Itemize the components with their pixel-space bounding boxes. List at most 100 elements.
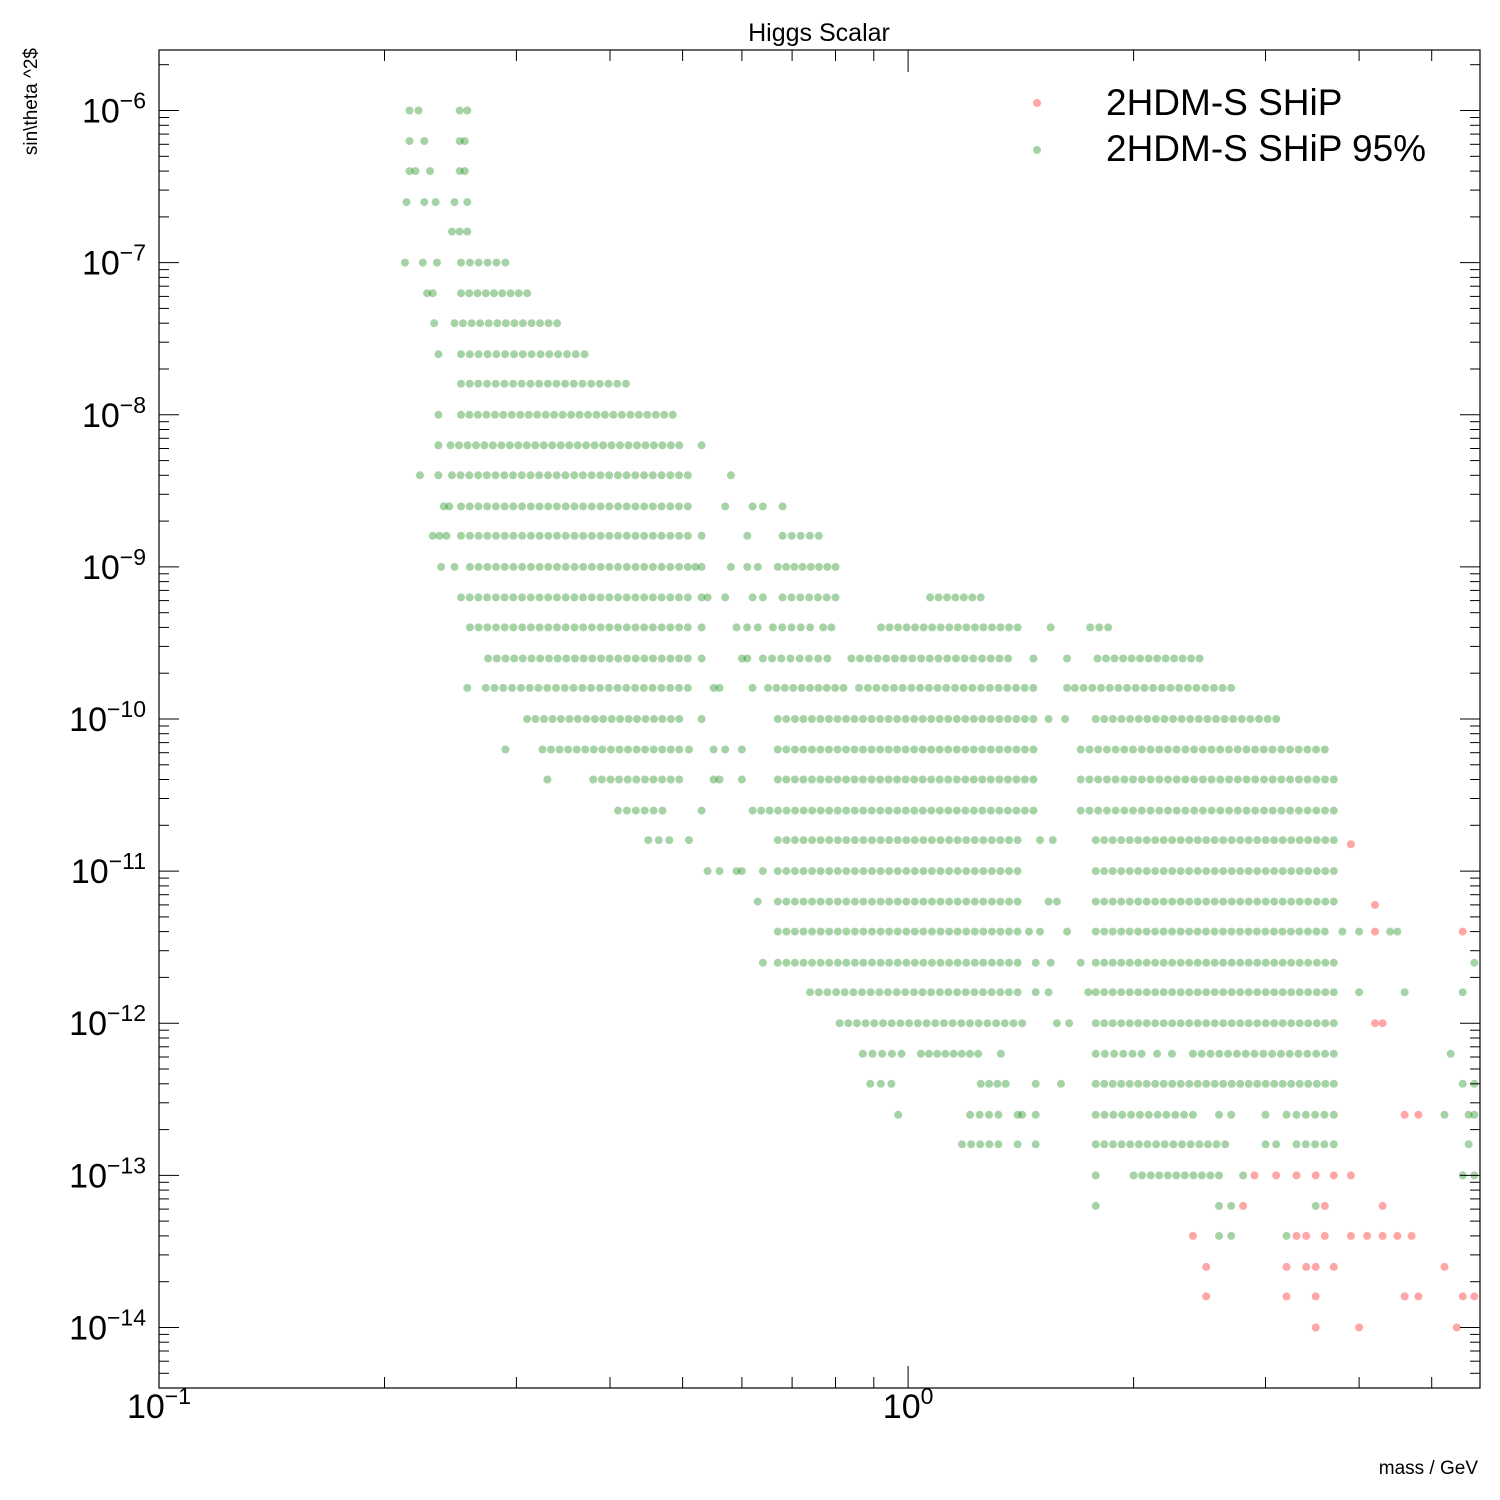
data-point — [1261, 958, 1270, 967]
data-point — [824, 775, 833, 784]
data-point — [868, 897, 876, 906]
data-point — [465, 562, 474, 571]
data-point — [1244, 927, 1253, 936]
data-point — [509, 623, 518, 632]
data-point — [879, 1019, 887, 1028]
data-point — [1044, 715, 1053, 723]
data-point — [1063, 683, 1072, 692]
data-point — [463, 227, 472, 236]
data-point — [1261, 897, 1270, 906]
data-point — [1192, 683, 1201, 692]
data-point — [867, 745, 876, 754]
data-point — [1118, 1110, 1127, 1119]
data-point — [506, 289, 515, 298]
data-point — [683, 654, 692, 663]
data-point — [1311, 1292, 1320, 1301]
data-point — [1159, 927, 1168, 936]
data-point — [1268, 745, 1277, 754]
data-point — [1120, 806, 1129, 815]
data-point — [987, 927, 996, 936]
data-point — [1012, 745, 1021, 754]
data-point — [606, 775, 615, 784]
data-point — [474, 258, 483, 267]
data-point — [1159, 1079, 1168, 1088]
data-point — [1088, 683, 1097, 692]
data-point — [927, 715, 936, 723]
data-point — [587, 562, 596, 571]
data-point — [910, 775, 919, 784]
data-point — [1176, 1079, 1185, 1088]
data-point — [561, 623, 570, 632]
data-point — [526, 623, 535, 632]
data-point — [1155, 775, 1164, 784]
data-point — [543, 379, 552, 388]
data-point — [565, 715, 574, 723]
data-point — [799, 927, 808, 936]
data-point — [501, 745, 510, 754]
data-point — [876, 745, 885, 754]
data-point — [1186, 1140, 1195, 1149]
data-point — [884, 806, 893, 815]
data-point — [648, 683, 657, 692]
data-point — [806, 683, 814, 692]
data-point — [492, 258, 501, 267]
data-point — [941, 1049, 950, 1058]
data-point — [1242, 745, 1251, 754]
data-point — [510, 319, 519, 328]
data-point — [1227, 1201, 1236, 1210]
data-point — [434, 441, 443, 450]
data-point — [1329, 836, 1338, 845]
data-point — [514, 441, 523, 450]
data-point — [1202, 897, 1211, 906]
data-point — [1393, 927, 1402, 936]
data-point — [850, 806, 859, 815]
data-point — [753, 897, 762, 906]
data-point — [927, 927, 936, 936]
data-point — [833, 745, 842, 754]
data-point — [666, 623, 675, 632]
data-point — [996, 867, 1005, 876]
data-point — [553, 562, 561, 571]
data-point — [977, 683, 986, 692]
data-point — [1303, 745, 1312, 754]
data-point — [1321, 775, 1329, 784]
data-point — [510, 350, 518, 359]
data-point — [790, 927, 799, 936]
data-point — [996, 623, 1005, 632]
data-point — [657, 683, 666, 692]
data-point — [555, 745, 564, 754]
data-point — [1414, 1110, 1423, 1119]
data-point — [901, 745, 910, 754]
data-point — [1003, 745, 1012, 754]
data-point — [1304, 897, 1313, 906]
data-point — [1125, 958, 1134, 967]
data-point — [657, 623, 666, 632]
data-point — [850, 775, 859, 784]
data-point — [873, 654, 882, 663]
data-point — [986, 745, 995, 754]
data-point — [926, 593, 935, 602]
data-point — [1227, 988, 1236, 997]
data-point — [544, 531, 553, 540]
data-point — [523, 289, 532, 298]
data-point — [573, 715, 582, 723]
data-point — [675, 531, 684, 540]
data-point — [596, 593, 605, 602]
data-point — [1127, 1110, 1136, 1119]
data-point — [1152, 1140, 1161, 1149]
data-point — [1151, 1079, 1160, 1088]
data-point — [842, 715, 850, 723]
data-point — [878, 1049, 887, 1058]
data-point — [1227, 1079, 1236, 1088]
data-point — [463, 683, 472, 692]
data-point — [970, 927, 979, 936]
data-point — [1151, 988, 1160, 997]
data-point — [1304, 1019, 1313, 1028]
data-point — [544, 593, 553, 602]
data-point — [563, 350, 571, 359]
data-point — [859, 715, 867, 723]
data-point — [1125, 897, 1134, 906]
data-point — [596, 623, 605, 632]
data-point — [505, 441, 514, 450]
